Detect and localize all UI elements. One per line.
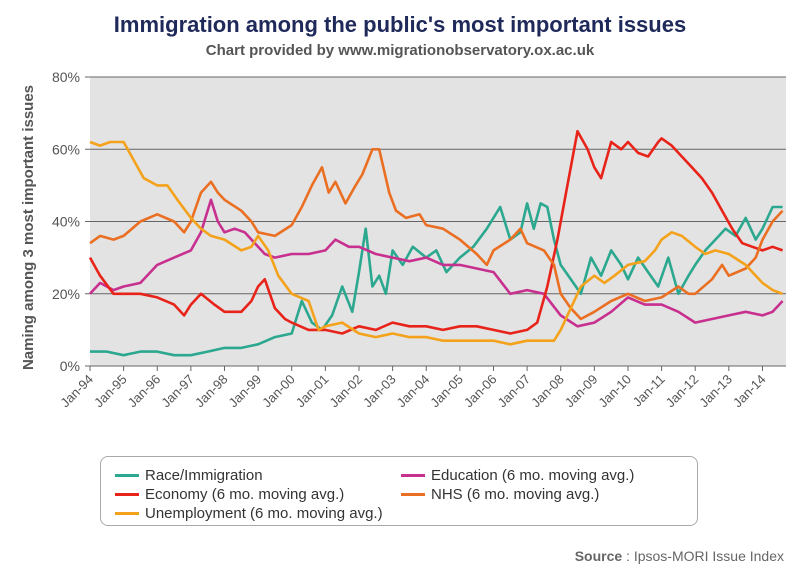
y-tick-label: 20% [52,286,80,302]
x-tick-label: Jan-10 [595,372,634,411]
legend-label: Economy (6 mo. moving avg.) [145,486,345,503]
legend-item-race-immigration: Race/Immigration [115,467,263,484]
x-tick-label: Jan-96 [125,372,164,411]
y-tick-label: 60% [52,141,80,157]
legend-label: Race/Immigration [145,467,263,484]
x-tick-label: Jan-04 [394,372,433,411]
legend-swatch [115,512,139,515]
series-line-education-mo-moving-avg [89,198,784,328]
x-tick-label: Jan-00 [259,372,298,411]
legend-swatch [115,474,139,477]
legend-item-education: Education (6 mo. moving avg.) [401,467,634,484]
legend-label: NHS (6 mo. moving avg.) [431,486,600,503]
source-note: Source : Ipsos-MORI Issue Index [575,548,784,564]
series-line-economy-mo-moving-avg [88,129,784,335]
chart-subtitle: Chart provided by www.migrationobservato… [205,42,595,59]
y-axis-label: Naming among 3 most important issues [20,85,37,370]
x-tick-label: Jan-11 [630,372,668,410]
legend-swatch [115,493,139,496]
x-tick-label: Jan-02 [326,372,365,411]
x-tick-label: Jan-97 [158,372,197,411]
chart-legend: Race/Immigration Education (6 mo. moving… [100,456,698,526]
legend-swatch [401,474,425,477]
y-tick-label: 40% [52,214,80,230]
x-tick-label: Jan-98 [192,372,231,411]
series-line-nhs-mo-moving-avg [89,148,784,321]
x-tick-label: Jan-07 [495,372,534,411]
legend-item-unemployment: Unemployment (6 mo. moving avg.) [115,505,383,522]
x-tick-label: Jan-01 [293,372,332,411]
x-tick-label: Jan-94 [57,372,96,411]
legend-label: Unemployment (6 mo. moving avg.) [145,505,383,522]
y-tick-label: 80% [52,69,80,85]
source-label: Source [574,548,623,564]
y-tick-label: 0% [60,358,80,374]
source-text: : Ipsos-MORI Issue Index [622,548,784,564]
x-tick-label: Jan-08 [528,372,567,411]
x-tick-label: Jan-03 [360,372,399,411]
x-tick-label: Jan-14 [730,372,769,411]
legend-label: Education (6 mo. moving avg.) [431,467,635,484]
x-tick-label: Jan-12 [663,372,702,411]
legend-item-economy: Economy (6 mo. moving avg.) [115,486,344,503]
x-tick-label: Jan-13 [696,372,735,411]
x-tick-label: Jan-05 [427,372,466,411]
x-tick-label: Jan-95 [91,372,130,411]
x-tick-label: Jan-99 [226,372,265,411]
legend-swatch [401,493,425,496]
x-tick-label: Jan-09 [562,372,601,411]
series-line-unemployment-mo-moving-avg [89,140,784,346]
x-tick-label: Jan-06 [461,372,500,411]
chart-title: Immigration among the public's most impo… [113,12,687,37]
legend-item-nhs: NHS (6 mo. moving avg.) [401,486,599,503]
